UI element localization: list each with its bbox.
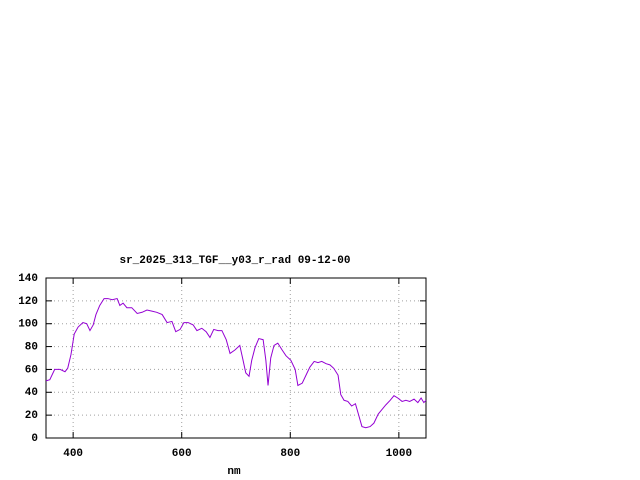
data-line: [45, 297, 427, 429]
chart-title: sr_2025_313_TGF__y03_r_rad 09-12-00: [119, 255, 350, 267]
y-tick-label: 20: [25, 410, 38, 422]
x-axis-label: nm: [227, 466, 241, 478]
y-tick-label: 100: [18, 319, 38, 331]
y-tick-label: 140: [18, 273, 38, 285]
y-tick-label: 120: [18, 296, 38, 308]
x-tick-label: 600: [172, 448, 192, 460]
y-tick-label: 80: [25, 341, 38, 353]
plot-frame: [45, 277, 427, 439]
y-tick-label: 40: [25, 387, 38, 399]
x-tick-label: 1000: [386, 448, 412, 460]
x-tick-label: 800: [280, 448, 300, 460]
y-tick-label: 60: [25, 364, 38, 376]
y-tick-label: 0: [31, 433, 38, 445]
x-tick-label: 400: [63, 448, 83, 460]
